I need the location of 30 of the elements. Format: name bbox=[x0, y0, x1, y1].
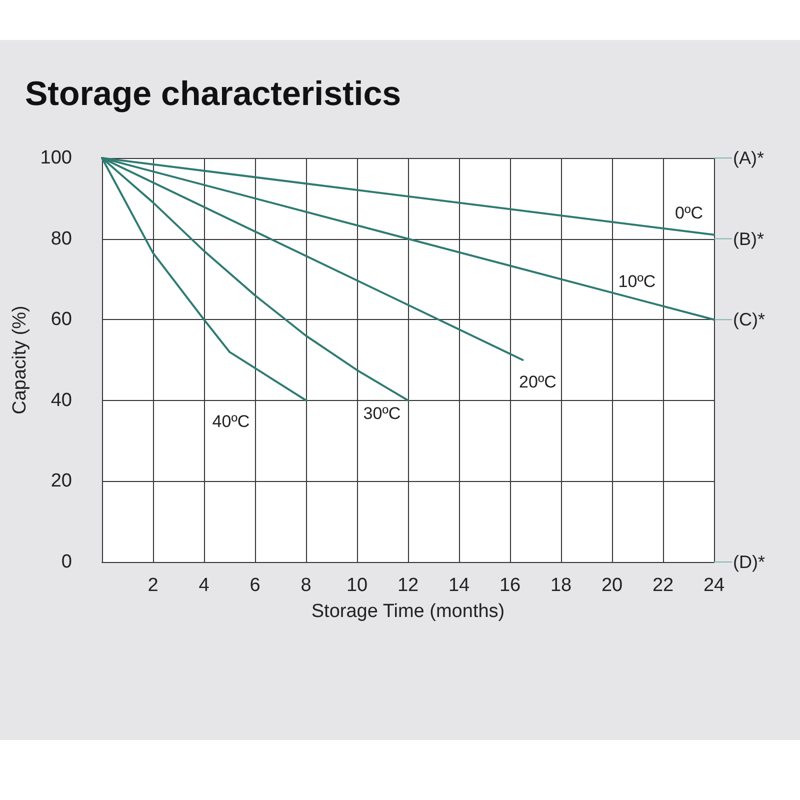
y-tick-label: 60 bbox=[50, 309, 72, 330]
ref-line-label: (A)* bbox=[733, 148, 764, 168]
ref-line-label: (C)* bbox=[733, 310, 765, 330]
x-tick-label: 8 bbox=[300, 575, 312, 596]
x-tick-label: 10 bbox=[346, 575, 368, 596]
x-tick-label: 12 bbox=[397, 575, 419, 596]
ref-line-label: (B)* bbox=[733, 228, 764, 249]
ref-line-label: (D)* bbox=[733, 552, 765, 572]
x-tick-label: 2 bbox=[148, 575, 158, 596]
x-tick-label: 16 bbox=[499, 575, 521, 596]
chart-title: Storage characteristics bbox=[25, 75, 402, 113]
y-tick-label: 0 bbox=[61, 552, 72, 572]
x-tick-label: 24 bbox=[703, 575, 725, 596]
series-label: 20ºC bbox=[519, 372, 556, 392]
x-tick-label: 18 bbox=[550, 575, 572, 596]
x-tick-label: 22 bbox=[652, 575, 674, 596]
y-tick-label: 100 bbox=[40, 148, 72, 168]
x-axis-title: Storage Time (months) bbox=[311, 601, 505, 622]
y-tick-label: 20 bbox=[50, 470, 72, 492]
series-label: 10ºC bbox=[618, 272, 656, 292]
y-axis-title: Capacity (%) bbox=[9, 306, 30, 414]
series-label: 0ºC bbox=[675, 203, 703, 222]
x-tick-label: 6 bbox=[250, 575, 260, 596]
x-tick-label: 4 bbox=[198, 575, 210, 596]
series-label: 30ºC bbox=[363, 404, 401, 423]
x-tick-label: 20 bbox=[601, 575, 623, 596]
x-tick-label: 14 bbox=[448, 575, 470, 596]
y-tick-label: 40 bbox=[50, 390, 72, 411]
y-tick-label: 80 bbox=[50, 228, 72, 250]
text: 40ºC bbox=[212, 412, 250, 431]
